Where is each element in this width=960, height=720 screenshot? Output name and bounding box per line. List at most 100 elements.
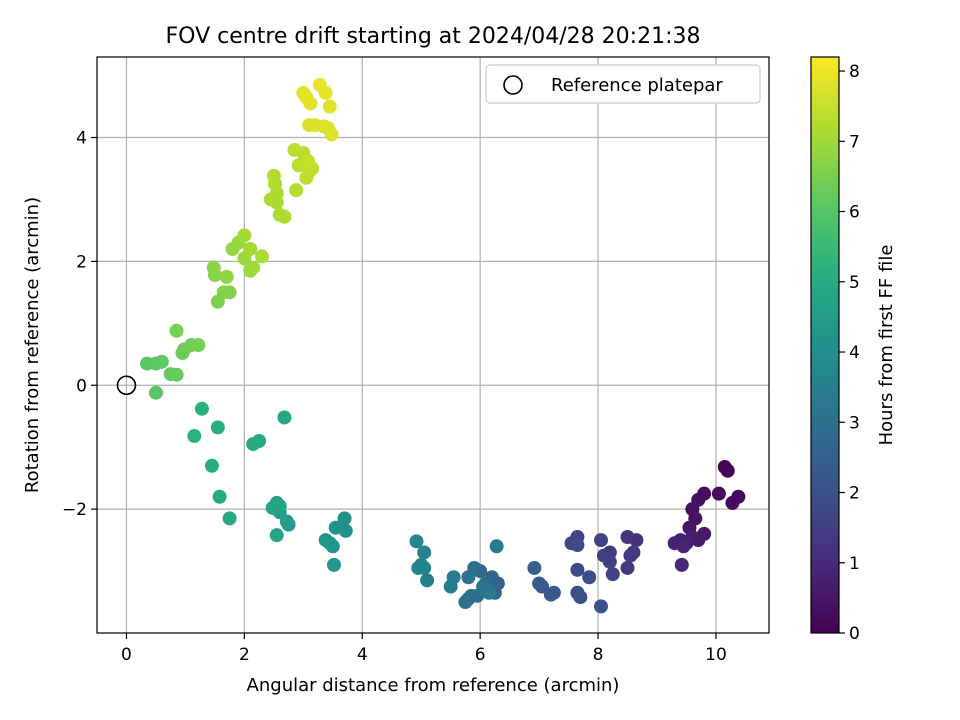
data-point: [543, 587, 558, 602]
data-point: [287, 142, 302, 157]
data-point: [337, 511, 352, 526]
data-point: [605, 567, 620, 582]
data-point: [620, 560, 635, 575]
grid-lines: [97, 57, 769, 633]
x-tick-label: 4: [357, 645, 368, 665]
plot-frame: [96, 56, 770, 634]
legend: Reference platepar: [485, 64, 761, 104]
data-point: [303, 96, 318, 111]
data-point: [461, 570, 476, 585]
colorbar-ticks: 0 1 2 3 4 5 6 7 8: [839, 62, 860, 644]
colorbar-tick-label: 7: [849, 132, 860, 152]
data-point: [324, 127, 339, 142]
data-point: [204, 458, 219, 473]
data-point: [417, 545, 432, 560]
data-point: [725, 495, 740, 510]
data-point: [594, 599, 608, 614]
data-point: [328, 520, 343, 535]
data-point: [187, 429, 202, 444]
data-point: [269, 528, 284, 543]
data-point: [535, 579, 550, 594]
legend-marker: [503, 75, 523, 95]
data-point: [325, 539, 340, 554]
x-tick-label: 10: [705, 645, 727, 665]
colorbar-gradient: [810, 56, 840, 634]
data-point: [148, 385, 163, 400]
data-point: [594, 533, 608, 548]
y-tick-label: 4: [76, 129, 87, 149]
y-axis-ticks: −2 0 2 4: [62, 129, 97, 520]
y-tick-label: 0: [76, 376, 87, 396]
data-point: [326, 557, 341, 572]
data-point: [301, 154, 316, 169]
data-point: [570, 562, 585, 577]
data-point: [222, 511, 237, 526]
chart-title: FOV centre drift starting at 2024/04/28 …: [166, 24, 701, 49]
colorbar-tick-label: 1: [849, 554, 860, 574]
data-point: [246, 260, 261, 275]
data-point: [169, 367, 184, 382]
colorbar-tick-label: 0: [849, 624, 860, 644]
colorbar-tick-label: 5: [849, 273, 860, 293]
data-point: [489, 539, 504, 554]
x-tick-label: 0: [121, 645, 132, 665]
colorbar-tick-label: 6: [849, 203, 860, 223]
y-tick-label: −2: [62, 500, 87, 520]
data-point: [409, 534, 424, 549]
data-point: [420, 573, 435, 588]
data-point: [194, 401, 209, 416]
colorbar: 0 1 2 3 4 5 6 7 8 Hours from first FF file: [810, 56, 897, 644]
data-point: [277, 209, 292, 224]
legend-box: [485, 64, 761, 104]
data-point: [222, 285, 237, 300]
colorbar-label: Hours from first FF file: [876, 245, 897, 446]
data-point: [443, 579, 458, 594]
data-point: [206, 260, 221, 275]
data-point: [312, 77, 327, 92]
data-point: [289, 183, 304, 198]
data-point: [411, 560, 426, 575]
data-point: [272, 499, 287, 514]
data-point: [191, 338, 206, 352]
data-point: [237, 228, 252, 243]
data-point: [582, 570, 597, 585]
data-point: [154, 354, 169, 369]
data-point: [210, 420, 225, 435]
x-axis-ticks: 0 2 4 6 8 10: [121, 633, 727, 665]
data-point: [573, 590, 588, 605]
data-point: [219, 269, 234, 284]
colorbar-tick-label: 4: [849, 343, 860, 363]
y-tick-label: 2: [76, 252, 87, 272]
data-point: [623, 548, 638, 563]
colorbar-tick-label: 8: [849, 62, 860, 82]
data-point: [458, 595, 473, 610]
x-tick-label: 8: [593, 645, 604, 665]
data-point: [602, 554, 617, 569]
data-point: [570, 538, 585, 553]
data-point: [246, 437, 261, 452]
data-point: [277, 410, 292, 425]
data-point: [711, 486, 726, 501]
data-point: [620, 530, 635, 544]
legend-label: Reference platepar: [551, 75, 723, 96]
x-tick-label: 6: [475, 645, 486, 665]
x-axis-label: Angular distance from reference (arcmin): [247, 675, 620, 696]
data-points: [140, 77, 746, 614]
data-point: [676, 539, 691, 554]
data-point: [266, 168, 281, 183]
data-point: [527, 560, 542, 575]
x-tick-label: 2: [239, 645, 250, 665]
data-point: [482, 585, 496, 600]
colorbar-tick-label: 3: [849, 413, 860, 433]
data-point: [296, 85, 311, 100]
data-point: [169, 323, 184, 338]
data-point: [322, 99, 337, 114]
data-point: [255, 249, 270, 264]
data-point: [674, 557, 689, 572]
y-axis-label: Rotation from reference (arcmin): [22, 197, 43, 493]
data-point: [243, 242, 258, 256]
colorbar-tick-label: 2: [849, 484, 860, 504]
data-point: [720, 463, 735, 478]
reference-point-marker: [116, 375, 137, 396]
